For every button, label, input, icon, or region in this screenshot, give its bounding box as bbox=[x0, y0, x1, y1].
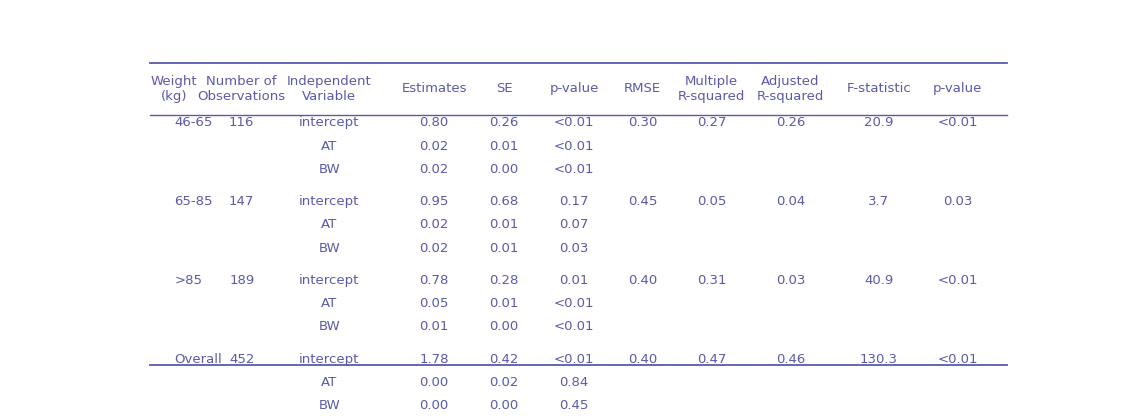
Text: <0.01: <0.01 bbox=[554, 320, 595, 333]
Text: >85: >85 bbox=[174, 274, 202, 287]
Text: 0.30: 0.30 bbox=[628, 116, 657, 129]
Text: 0.04: 0.04 bbox=[776, 195, 805, 208]
Text: BW: BW bbox=[318, 320, 340, 333]
Text: AT: AT bbox=[321, 140, 338, 153]
Text: p-value: p-value bbox=[550, 83, 598, 96]
Text: 20.9: 20.9 bbox=[864, 116, 893, 129]
Text: 0.45: 0.45 bbox=[628, 195, 657, 208]
Text: BW: BW bbox=[318, 241, 340, 255]
Text: 0.47: 0.47 bbox=[697, 352, 726, 365]
Text: Estimates: Estimates bbox=[402, 83, 467, 96]
Text: <0.01: <0.01 bbox=[554, 163, 595, 176]
Text: 46-65: 46-65 bbox=[174, 116, 212, 129]
Text: Adjusted
R-squared: Adjusted R-squared bbox=[756, 75, 824, 103]
Text: intercept: intercept bbox=[299, 195, 359, 208]
Text: <0.01: <0.01 bbox=[937, 352, 978, 365]
Text: <0.01: <0.01 bbox=[937, 274, 978, 287]
Text: 0.00: 0.00 bbox=[420, 376, 449, 389]
Text: 452: 452 bbox=[229, 352, 254, 365]
Text: 0.84: 0.84 bbox=[560, 376, 589, 389]
Text: 0.05: 0.05 bbox=[420, 297, 449, 310]
Text: 0.27: 0.27 bbox=[697, 116, 726, 129]
Text: 0.07: 0.07 bbox=[560, 218, 589, 231]
Text: AT: AT bbox=[321, 218, 338, 231]
Text: 0.40: 0.40 bbox=[628, 274, 657, 287]
Text: BW: BW bbox=[318, 163, 340, 176]
Text: Number of
Observations: Number of Observations bbox=[198, 75, 286, 103]
Text: 0.26: 0.26 bbox=[490, 116, 519, 129]
Text: 0.80: 0.80 bbox=[420, 116, 449, 129]
Text: 0.00: 0.00 bbox=[490, 320, 519, 333]
Text: 0.00: 0.00 bbox=[420, 399, 449, 412]
Text: AT: AT bbox=[321, 376, 338, 389]
Text: 0.02: 0.02 bbox=[420, 163, 449, 176]
Text: RMSE: RMSE bbox=[624, 83, 662, 96]
Text: 1.78: 1.78 bbox=[420, 352, 449, 365]
Text: Overall: Overall bbox=[174, 352, 222, 365]
Text: 0.03: 0.03 bbox=[943, 195, 972, 208]
Text: AT: AT bbox=[321, 297, 338, 310]
Text: <0.01: <0.01 bbox=[937, 116, 978, 129]
Text: intercept: intercept bbox=[299, 116, 359, 129]
Text: <0.01: <0.01 bbox=[554, 352, 595, 365]
Text: 0.46: 0.46 bbox=[776, 352, 805, 365]
Text: <0.01: <0.01 bbox=[554, 116, 595, 129]
Text: 0.02: 0.02 bbox=[420, 218, 449, 231]
Text: 0.28: 0.28 bbox=[490, 274, 519, 287]
Text: <0.01: <0.01 bbox=[554, 140, 595, 153]
Text: 0.02: 0.02 bbox=[490, 376, 519, 389]
Text: Multiple
R-squared: Multiple R-squared bbox=[677, 75, 745, 103]
Text: 0.26: 0.26 bbox=[776, 116, 805, 129]
Text: 0.17: 0.17 bbox=[560, 195, 589, 208]
Text: 0.45: 0.45 bbox=[560, 399, 589, 412]
Text: p-value: p-value bbox=[933, 83, 982, 96]
Text: SE: SE bbox=[496, 83, 513, 96]
Text: intercept: intercept bbox=[299, 274, 359, 287]
Text: F-statistic: F-statistic bbox=[847, 83, 911, 96]
Text: 0.03: 0.03 bbox=[776, 274, 805, 287]
Text: 147: 147 bbox=[229, 195, 254, 208]
Text: 0.03: 0.03 bbox=[560, 241, 589, 255]
Text: 0.00: 0.00 bbox=[490, 399, 519, 412]
Text: 40.9: 40.9 bbox=[864, 274, 893, 287]
Text: 3.7: 3.7 bbox=[868, 195, 890, 208]
Text: 0.02: 0.02 bbox=[420, 140, 449, 153]
Text: <0.01: <0.01 bbox=[554, 297, 595, 310]
Text: Independent
Variable: Independent Variable bbox=[287, 75, 371, 103]
Text: 65-85: 65-85 bbox=[174, 195, 213, 208]
Text: intercept: intercept bbox=[299, 352, 359, 365]
Text: 0.05: 0.05 bbox=[697, 195, 726, 208]
Text: BW: BW bbox=[318, 399, 340, 412]
Text: 189: 189 bbox=[229, 274, 254, 287]
Text: 0.68: 0.68 bbox=[490, 195, 519, 208]
Text: 0.01: 0.01 bbox=[560, 274, 589, 287]
Text: 0.01: 0.01 bbox=[490, 297, 519, 310]
Text: 0.01: 0.01 bbox=[490, 218, 519, 231]
Text: 0.01: 0.01 bbox=[490, 241, 519, 255]
Text: Weight
(kg): Weight (kg) bbox=[151, 75, 198, 103]
Text: 0.00: 0.00 bbox=[490, 163, 519, 176]
Text: 0.40: 0.40 bbox=[628, 352, 657, 365]
Text: 0.01: 0.01 bbox=[490, 140, 519, 153]
Text: 0.01: 0.01 bbox=[420, 320, 449, 333]
Text: 0.42: 0.42 bbox=[490, 352, 519, 365]
Text: 0.95: 0.95 bbox=[420, 195, 449, 208]
Text: 0.31: 0.31 bbox=[697, 274, 726, 287]
Text: 116: 116 bbox=[229, 116, 254, 129]
Text: 0.78: 0.78 bbox=[420, 274, 449, 287]
Text: 0.02: 0.02 bbox=[420, 241, 449, 255]
Text: 130.3: 130.3 bbox=[859, 352, 898, 365]
